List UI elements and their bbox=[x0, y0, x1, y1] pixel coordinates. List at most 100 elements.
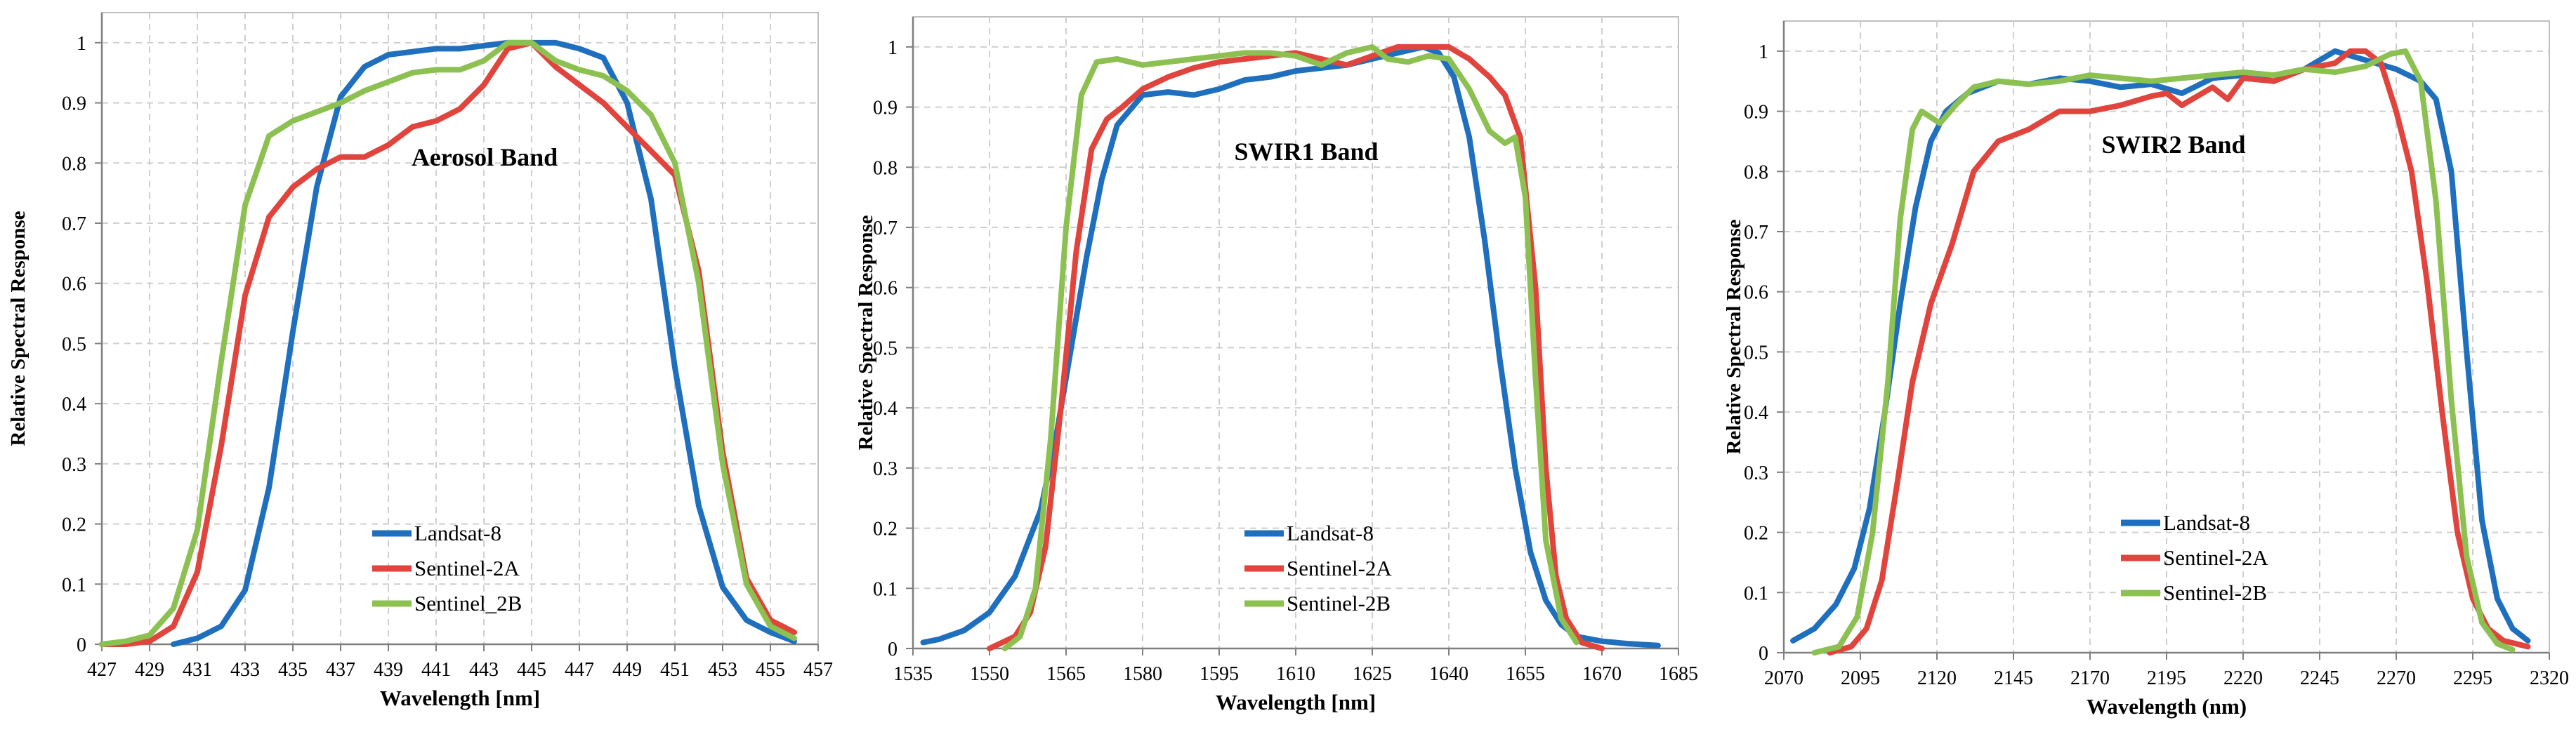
x-tick-label: 2320 bbox=[2530, 667, 2569, 689]
y-tick-label: 0.2 bbox=[873, 519, 898, 540]
series-line-landsat-8 bbox=[920, 44, 1661, 648]
chart-panel-2: 1535 1550 1565 1580 1595 1610 1625 1640 1655 1670… bbox=[855, 16, 1698, 714]
x-tick-label: 441 bbox=[421, 659, 451, 681]
y-tick-label: 0.7 bbox=[1744, 222, 1768, 244]
y-tick-label: 0.3 bbox=[1744, 463, 1768, 484]
legend-label: Sentinel-2B bbox=[2163, 580, 2267, 605]
x-tick-label: 1640 bbox=[1429, 663, 1468, 685]
x-tick-label: 457 bbox=[803, 659, 833, 681]
legend-label: Landsat-8 bbox=[2163, 510, 2250, 535]
y-tick-label: 0.5 bbox=[62, 333, 86, 355]
x-axis-label: Wavelength (nm) bbox=[2087, 694, 2247, 719]
series-line-sentinel-2b bbox=[1811, 48, 2516, 656]
x-tick-label: 2295 bbox=[2453, 667, 2492, 689]
x-tick-label: 435 bbox=[278, 659, 308, 681]
x-tick-label: 453 bbox=[708, 659, 737, 681]
legend-label: Sentinel-2A bbox=[1287, 556, 1392, 580]
x-tick-label: 437 bbox=[326, 659, 355, 681]
series-line-sentinel-2b bbox=[1001, 44, 1579, 651]
x-tick-label: 2245 bbox=[2300, 667, 2339, 689]
y-tick-label: 0.1 bbox=[62, 574, 86, 596]
x-tick-label: 449 bbox=[612, 659, 642, 681]
y-tick-label: 0.1 bbox=[873, 578, 898, 600]
x-tick-label: 1580 bbox=[1123, 663, 1162, 685]
legend: Landsat-8 Sentinel-2A Sentinel-2B bbox=[2121, 510, 2268, 605]
y-tick-label: 0.1 bbox=[1744, 583, 1768, 604]
x-tick-label: 1655 bbox=[1506, 663, 1545, 685]
y-tick-label: 0.8 bbox=[873, 157, 898, 179]
chart-panel-3: 2070 2095 2120 2145 2170 2195 2220 2245 2270 2295… bbox=[1723, 20, 2569, 719]
y-tick-label: 0.4 bbox=[1744, 402, 1768, 424]
y-tick-label: 0 bbox=[77, 634, 86, 656]
x-tick-label: 1685 bbox=[1659, 663, 1698, 685]
x-tick-label: 2095 bbox=[1841, 667, 1880, 689]
y-tick-label: 1 bbox=[77, 33, 86, 55]
y-tick-label: 0.8 bbox=[1744, 161, 1768, 183]
y-tick-label: 0.3 bbox=[873, 458, 898, 480]
y-tick-label: 0.2 bbox=[1744, 523, 1768, 545]
y-tick-label: 0.7 bbox=[62, 213, 86, 235]
x-tick-label: 433 bbox=[230, 659, 260, 681]
y-tick-label: 0.6 bbox=[1744, 282, 1768, 304]
x-tick-label: 1565 bbox=[1046, 663, 1086, 685]
x-tick-label: 1550 bbox=[970, 663, 1009, 685]
x-tick-label: 2270 bbox=[2377, 667, 2416, 689]
y-tick-label: 0.9 bbox=[873, 98, 898, 119]
chart-title: SWIR1 Band bbox=[1234, 138, 1378, 166]
y-tick-label: 1 bbox=[1759, 41, 1768, 63]
y-tick-label: 0.9 bbox=[1744, 102, 1768, 124]
y-tick-label: 0.2 bbox=[62, 514, 86, 536]
x-tick-label: 1535 bbox=[893, 663, 933, 685]
x-axis-label: Wavelength [nm] bbox=[1216, 690, 1376, 714]
y-tick-label: 0.8 bbox=[62, 153, 86, 175]
x-tick-label: 439 bbox=[374, 659, 403, 681]
legend-label: Sentinel-2B bbox=[1287, 591, 1391, 615]
x-tick-label: 2070 bbox=[1764, 667, 1803, 689]
x-tick-label: 451 bbox=[660, 659, 690, 681]
x-tick-label: 1670 bbox=[1582, 663, 1622, 685]
y-tick-label: 0.9 bbox=[62, 93, 86, 115]
x-tick-label: 1595 bbox=[1200, 663, 1239, 685]
y-tick-label: 0.6 bbox=[62, 274, 86, 295]
x-tick-label: 455 bbox=[756, 659, 785, 681]
series-line-sentinel-2b bbox=[99, 39, 797, 647]
y-tick-label: 1 bbox=[888, 37, 898, 59]
x-axis-label: Wavelength [nm] bbox=[380, 686, 540, 710]
legend-label: Sentinel-2A bbox=[2163, 545, 2268, 570]
x-tick-label: 2220 bbox=[2223, 667, 2263, 689]
x-tick-label: 2145 bbox=[1994, 667, 2033, 689]
x-tick-label: 2195 bbox=[2147, 667, 2186, 689]
series-line-sentinel-2a bbox=[987, 44, 1605, 651]
chart-panel-1: 427 429 431 433 435 437 439 441 443 445 447 449 451 4… bbox=[7, 12, 833, 710]
series-line-landsat-8 bbox=[171, 39, 797, 647]
y-tick-label: 0.5 bbox=[873, 338, 898, 359]
x-tick-label: 1610 bbox=[1276, 663, 1315, 685]
x-tick-label: 429 bbox=[135, 659, 164, 681]
y-axis-label: Relative Spectral Response bbox=[855, 215, 877, 450]
legend-label: Landsat-8 bbox=[414, 521, 501, 545]
y-tick-label: 0.7 bbox=[873, 218, 898, 239]
y-tick-label: 0.3 bbox=[62, 454, 86, 476]
y-tick-label: 0 bbox=[888, 639, 898, 660]
chart-title: Aerosol Band bbox=[412, 143, 558, 171]
x-tick-label: 445 bbox=[517, 659, 546, 681]
y-tick-label: 0.4 bbox=[873, 398, 898, 420]
legend-label: Landsat-8 bbox=[1287, 521, 1374, 545]
y-tick-label: 0.6 bbox=[873, 278, 898, 300]
x-tick-label: 1625 bbox=[1353, 663, 1392, 685]
y-tick-label: 0.5 bbox=[1744, 342, 1768, 364]
y-tick-label: 0.4 bbox=[62, 394, 86, 415]
x-tick-label: 2120 bbox=[1917, 667, 1957, 689]
x-tick-label: 447 bbox=[565, 659, 594, 681]
x-tick-label: 2170 bbox=[2070, 667, 2110, 689]
y-axis-label: Relative Spectral Response bbox=[7, 211, 29, 446]
legend: Landsat-8 Sentinel-2A Sentinel_2B bbox=[372, 521, 522, 615]
chart-title: SWIR2 Band bbox=[2101, 131, 2245, 159]
series-line-sentinel-2a bbox=[1827, 48, 2531, 656]
x-tick-label: 443 bbox=[469, 659, 499, 681]
x-tick-label: 427 bbox=[87, 659, 117, 681]
y-tick-label: 0 bbox=[1759, 643, 1768, 665]
y-axis-label: Relative Spectral Response bbox=[1723, 219, 1745, 454]
legend-label: Sentinel_2B bbox=[414, 591, 522, 615]
